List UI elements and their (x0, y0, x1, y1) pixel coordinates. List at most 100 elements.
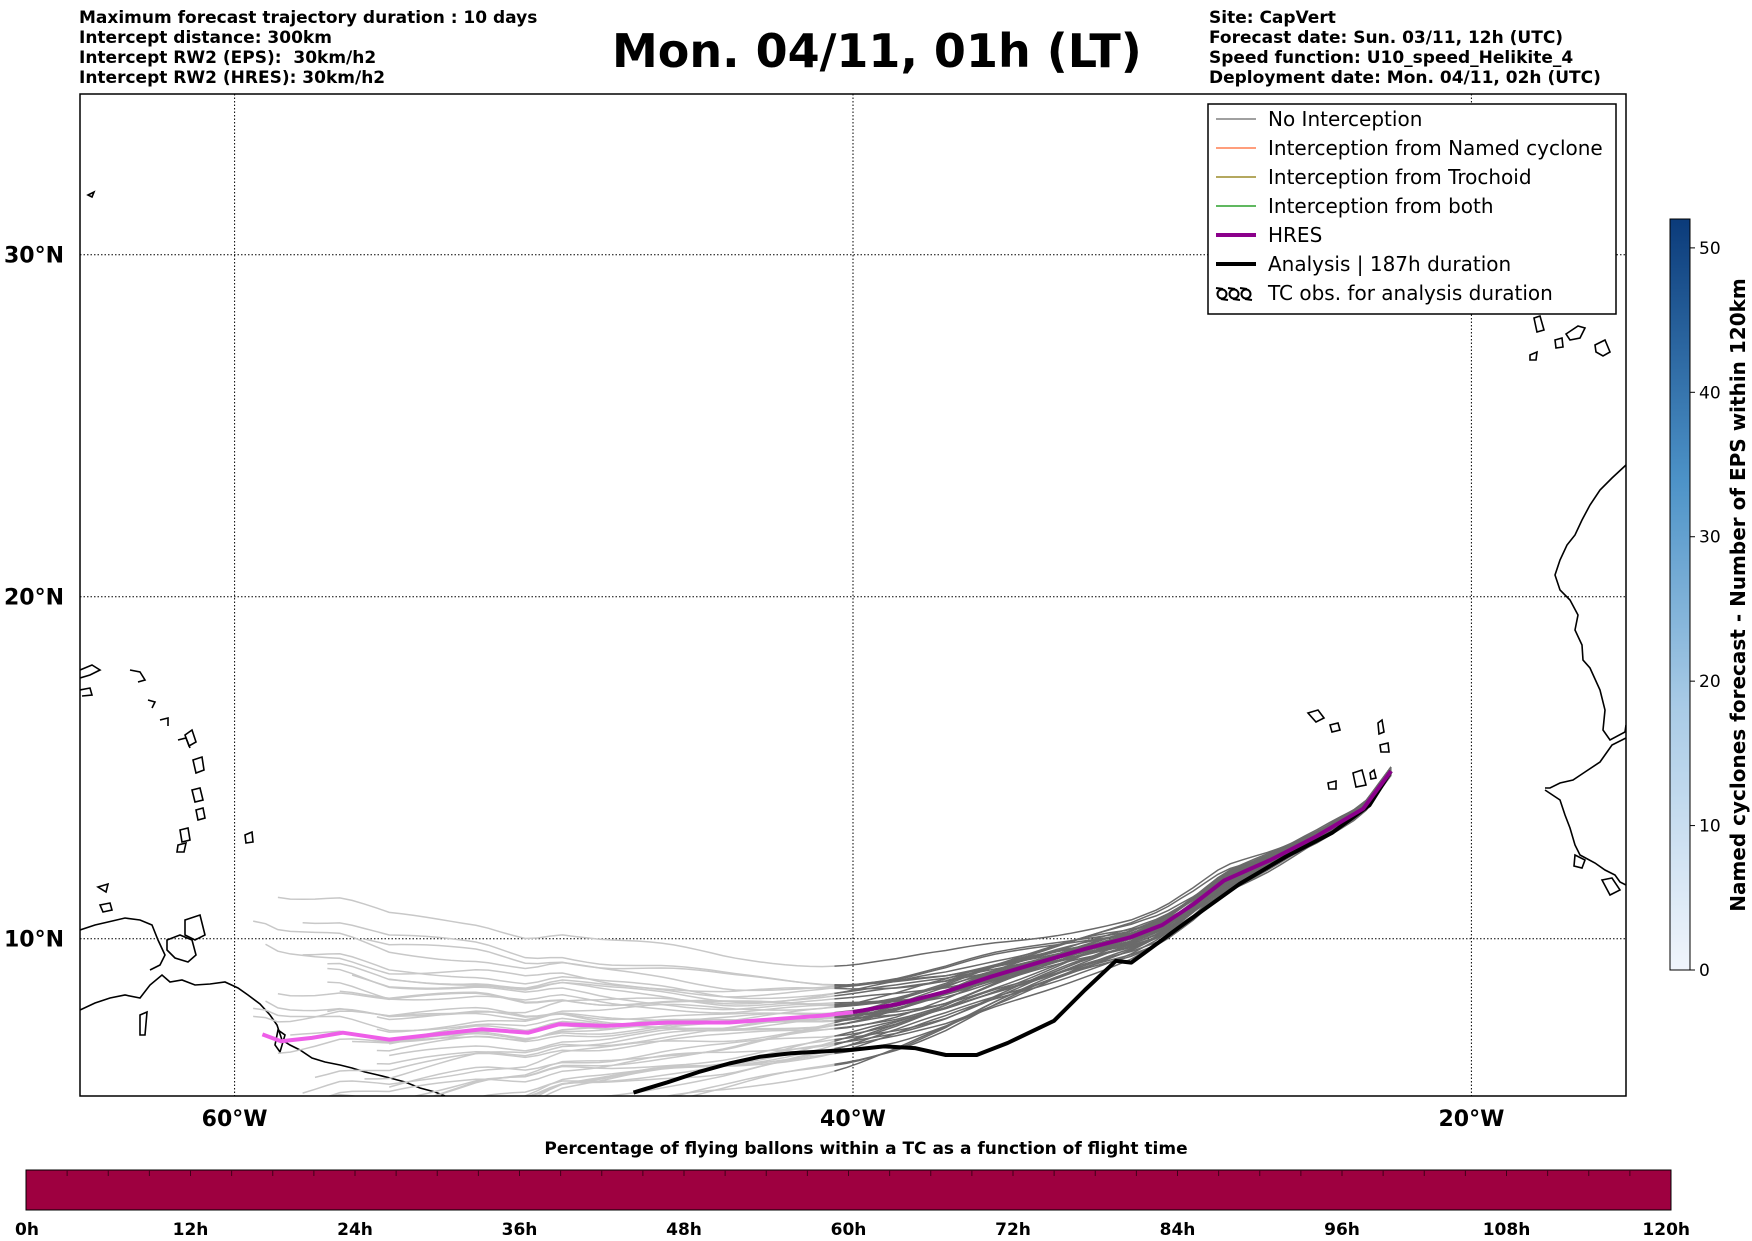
legend-box (1207, 103, 1617, 315)
legend-label: HRES (1268, 223, 1322, 247)
colorbar-right-bar (1669, 218, 1691, 971)
header-right-line: Site: CapVert (1209, 8, 1336, 28)
eps-trajectory (664, 1070, 835, 1096)
eps-trajectory (689, 1063, 835, 1096)
longitude-label: 60°W (202, 1107, 268, 1132)
colorbar-bottom-tick-label: 24h (337, 1220, 373, 1240)
antilles-island (176, 841, 188, 853)
canary-island (1564, 325, 1587, 341)
eps-trajectory (253, 1003, 835, 1023)
antilles-island (191, 787, 204, 803)
canary-island (1529, 350, 1538, 361)
header-right-line: Forecast date: Sun. 03/11, 12h (UTC) (1209, 28, 1564, 48)
map-border (79, 93, 1627, 1097)
colorbar-bottom-tick-label: 96h (1324, 1220, 1360, 1240)
colorbar-right-label: Named cyclones forecast - Number of EPS … (1726, 278, 1750, 912)
legend-label: Analysis | 187h duration (1268, 252, 1511, 276)
eps-trajectory (834, 766, 1392, 1050)
africa-coast (1544, 789, 1626, 886)
cape-verde-island (1377, 718, 1385, 736)
colorbar-bottom-tick-label: 12h (173, 1220, 209, 1240)
colorbar-bottom-tick-label: 72h (995, 1220, 1031, 1240)
antilles-island (179, 827, 191, 843)
eps-trajectory (327, 967, 835, 1011)
page-title: Mon. 04/11, 01h (LT) (612, 24, 1142, 78)
africa-coast (1600, 877, 1622, 897)
antilles-island (244, 830, 254, 844)
antilles-island (147, 699, 157, 709)
eps-trajectory (376, 1012, 835, 1043)
eps-trajectory (327, 981, 835, 1014)
eps-trajectory (389, 1024, 835, 1057)
eps-trajectory (529, 1048, 835, 1096)
colorbar-bottom-title: Percentage of flying ballons within a TC… (544, 1139, 1187, 1159)
cape-verde-island (1306, 709, 1326, 723)
caribbean-island (139, 1010, 148, 1036)
eps-trajectory (290, 1011, 835, 1044)
eps-trajectory (526, 1047, 835, 1096)
latitude-label: 20°N (4, 586, 64, 611)
eps-trajectory (543, 1044, 835, 1096)
hres-trajectory-west (261, 1010, 854, 1044)
eps-trajectory (834, 773, 1392, 1030)
eps-trajectory (302, 921, 835, 987)
header-right-line: Speed function: U10_speed_Helikite_4 (1209, 48, 1574, 68)
eps-trajectory (277, 896, 835, 968)
colorbar-bottom: Percentage of flying ballons within a TC… (15, 1139, 1690, 1240)
latitude-labels: 30°N 20°N 10°N (4, 244, 64, 953)
eps-trajectory (314, 1028, 835, 1079)
analysis-trajectory (632, 770, 1393, 1095)
eps-trajectory (376, 1006, 835, 1033)
colorbar-tick-label: 50 (1699, 239, 1721, 259)
eps-trajectory (834, 774, 1392, 987)
antilles-island (195, 806, 206, 822)
tc-symbol-icon (1215, 287, 1253, 301)
antilles-island (86, 190, 96, 199)
legend-label: TC obs. for analysis duration (1267, 281, 1553, 305)
antilles-island (96, 882, 110, 894)
colorbar-tick-label: 10 (1699, 817, 1721, 837)
africa-coast (1554, 464, 1626, 742)
antilles-island (159, 716, 169, 726)
caribbean-island (98, 902, 114, 913)
header-left-line: Intercept distance: 300km (79, 28, 332, 48)
legend-label: Interception from Trochoid (1268, 165, 1532, 189)
eps-trajectory (376, 1024, 835, 1065)
colorbar-bottom-bar (25, 1169, 1672, 1211)
eps-trajectory (277, 992, 835, 1007)
eps-trajectory (389, 978, 835, 1007)
longitude-labels: 60°W 40°W 20°W (202, 1107, 1505, 1132)
header-left-line: Maximum forecast trajectory duration : 1… (79, 8, 538, 28)
legend-label: Interception from Named cyclone (1268, 136, 1603, 160)
colorbar-tick-label: 0 (1699, 961, 1710, 981)
trinidad-coast (166, 934, 197, 963)
eps-trajectory (351, 974, 835, 998)
colorbar-bottom-tick-label: 36h (502, 1220, 538, 1240)
cape-verde-island (1352, 768, 1367, 788)
colorbar-bottom-tick-label: 120h (1642, 1220, 1690, 1240)
eps-trajectory (327, 1043, 835, 1096)
africa-coast (1545, 737, 1626, 789)
longitude-label: 40°W (820, 1107, 886, 1132)
hres-trajectory-east (852, 769, 1393, 1015)
eps-trajectory (364, 1015, 835, 1080)
caribbean-island (184, 913, 206, 941)
antilles-island (129, 669, 147, 683)
antilles-island (80, 687, 94, 697)
header-left-line: Intercept RW2 (HRES): 30km/h2 (79, 68, 386, 88)
colorbar-tick-label: 40 (1699, 383, 1721, 403)
cape-verde-island (1327, 779, 1337, 790)
eps-trajectories-light (253, 896, 835, 1096)
venezuela-coast (80, 917, 166, 971)
eps-trajectory (431, 1024, 835, 1096)
legend-label: No Interception (1268, 107, 1422, 131)
canary-island (1594, 338, 1612, 357)
colorbar-bottom-tick-label: 108h (1483, 1220, 1531, 1240)
eps-trajectory (431, 1027, 835, 1096)
colorbar-tick-label: 20 (1699, 672, 1721, 692)
header-left: Maximum forecast trajectory duration : 1… (79, 8, 537, 88)
cape-verde-island (1369, 768, 1377, 780)
eps-trajectory (672, 1064, 835, 1096)
latitude-label: 10°N (4, 928, 64, 953)
